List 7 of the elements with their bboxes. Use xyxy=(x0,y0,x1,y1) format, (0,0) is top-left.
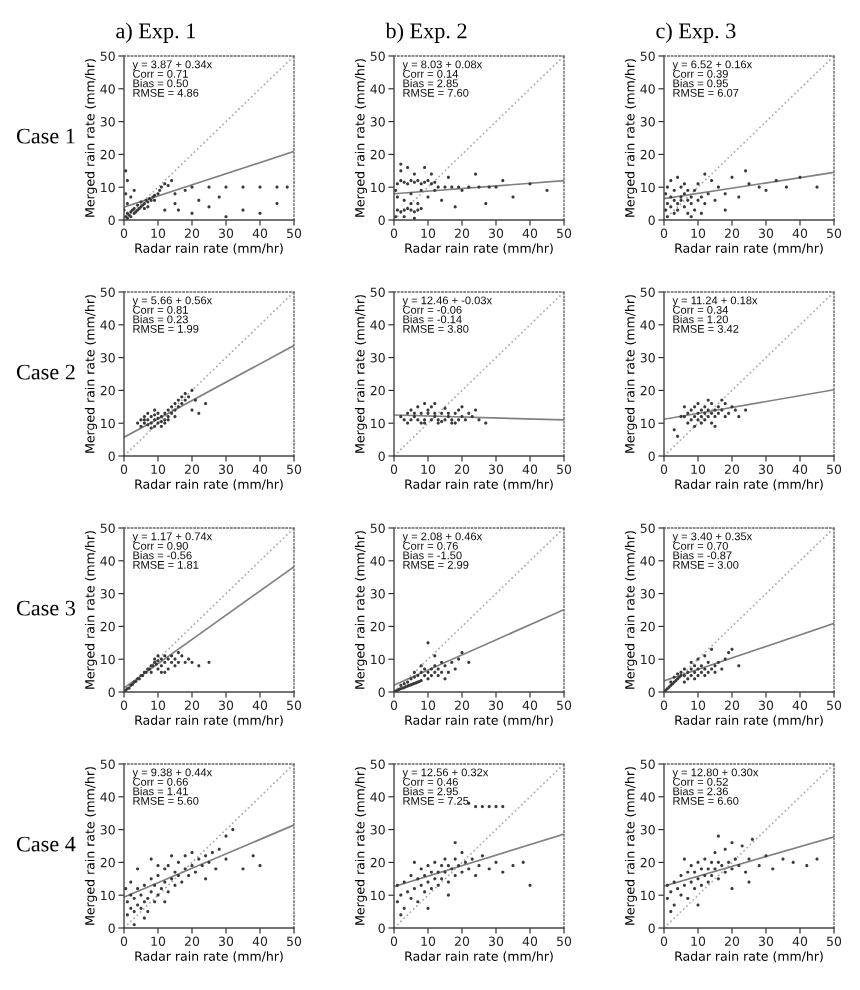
chart-title: b) Exp. 2 xyxy=(385,22,467,43)
text: Case 3 xyxy=(16,600,75,616)
text: Case 4 xyxy=(16,836,76,852)
text: Case 1 xyxy=(16,128,75,144)
text: Case 2 xyxy=(16,364,75,380)
chart-title: a) Exp. 1 xyxy=(116,22,195,43)
chart-title: c) Exp. 3 xyxy=(656,22,736,43)
